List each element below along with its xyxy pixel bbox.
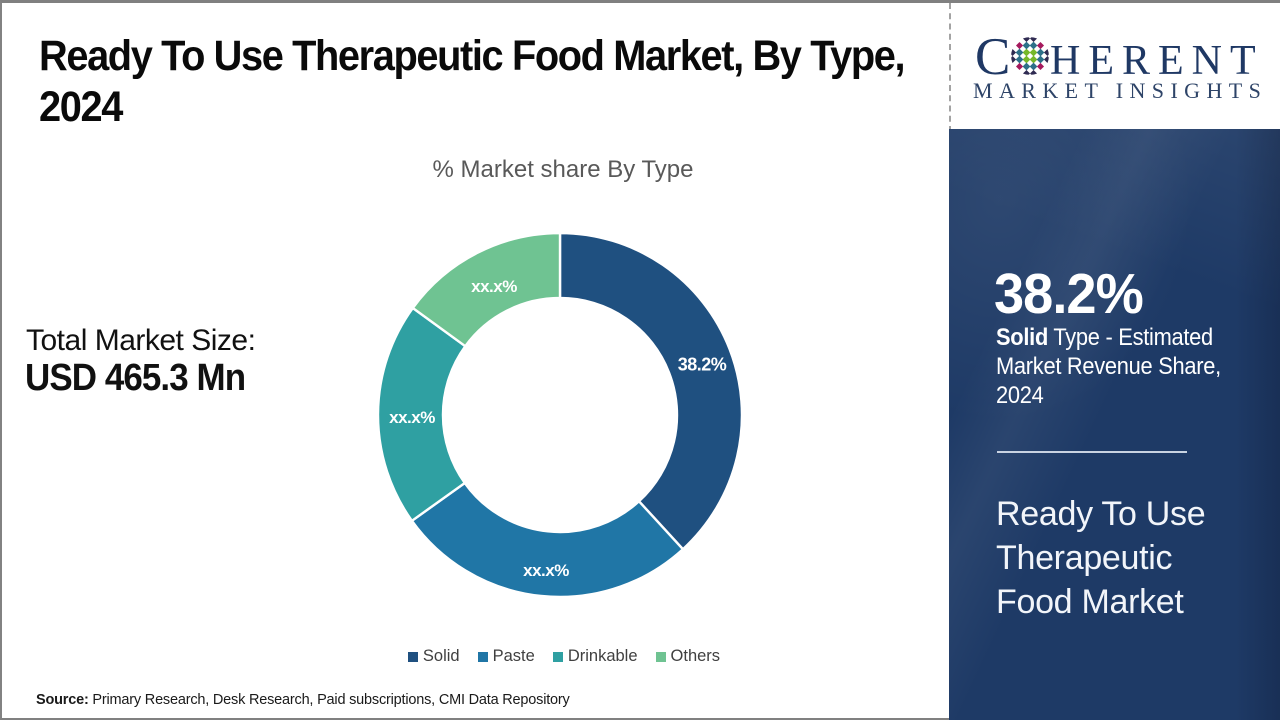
svg-text:MARKET INSIGHTS: MARKET INSIGHTS	[973, 78, 1267, 103]
svg-text:C: C	[975, 28, 1010, 86]
svg-text:HERENT: HERENT	[1050, 38, 1264, 84]
